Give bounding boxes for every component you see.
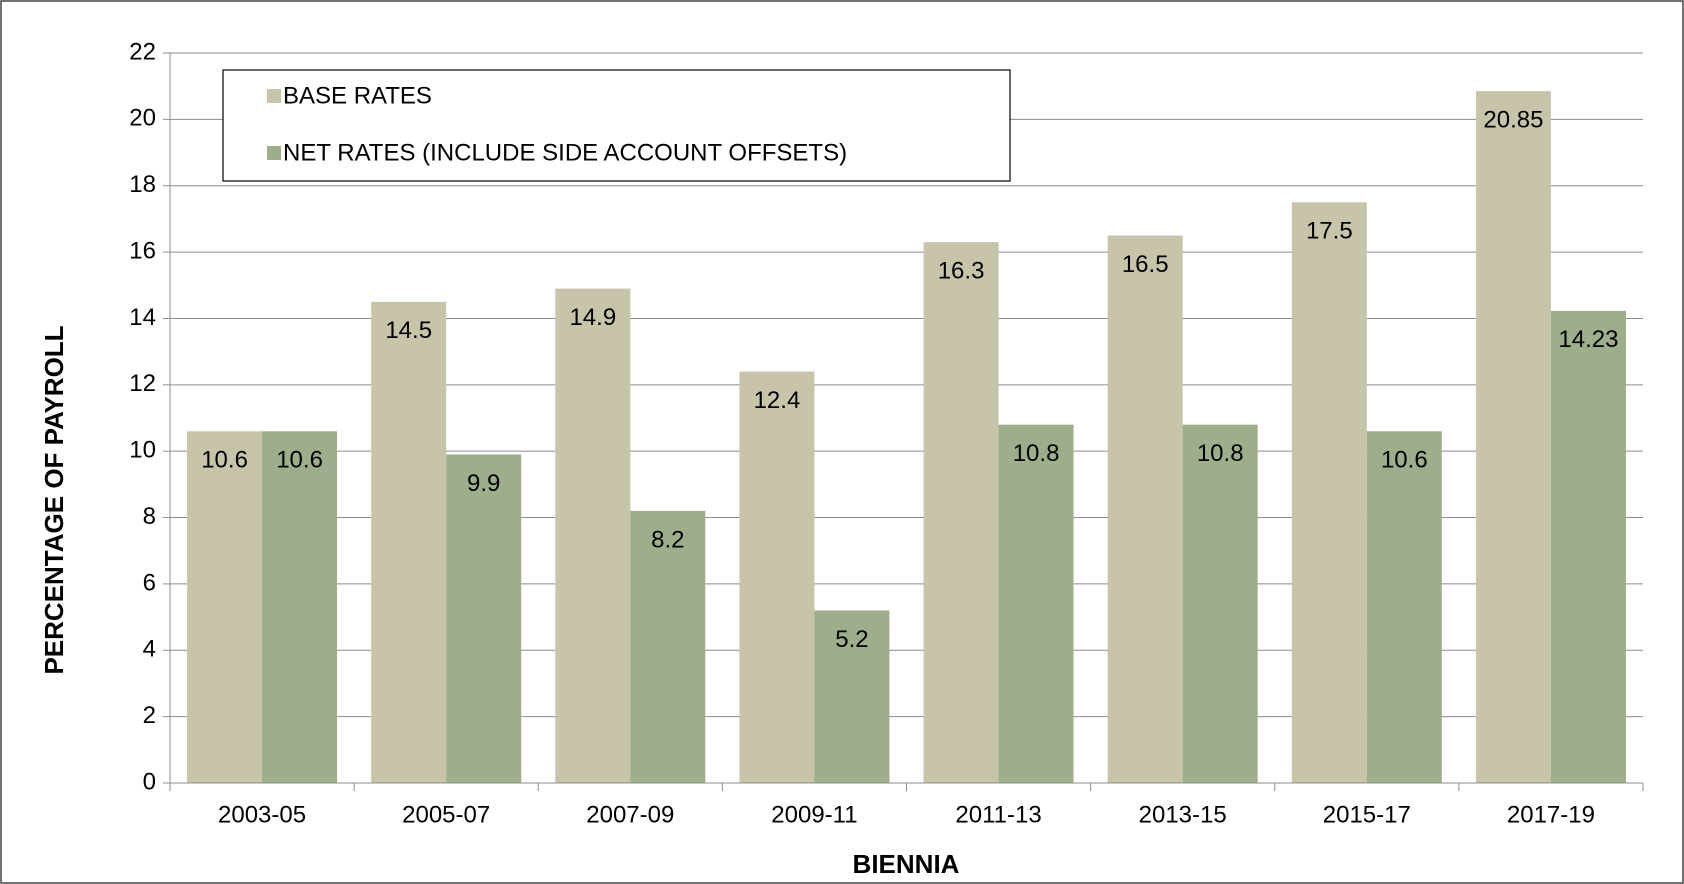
y-tick-label: 2	[143, 702, 156, 729]
x-tick-label: 2003-05	[218, 801, 306, 828]
data-label: 5.2	[835, 626, 868, 653]
y-tick-label: 8	[143, 503, 156, 530]
data-label: 17.5	[1306, 218, 1353, 245]
bar	[446, 454, 522, 783]
y-tick-label: 14	[129, 304, 156, 331]
y-tick-label: 18	[129, 171, 156, 198]
y-tick-label: 16	[129, 237, 156, 264]
legend-label: BASE RATES	[283, 82, 432, 109]
data-label: 10.8	[1197, 440, 1244, 467]
bar	[814, 610, 890, 783]
x-tick-label: 2009-11	[771, 801, 857, 828]
bar	[187, 431, 263, 783]
data-label: 16.3	[938, 257, 985, 284]
bar	[630, 510, 706, 783]
y-tick-label: 0	[143, 768, 156, 795]
legend-swatch	[267, 89, 281, 103]
data-label: 14.9	[569, 304, 616, 331]
y-axis-label: PERCENTAGE OF PAYROLL	[39, 325, 69, 674]
data-label: 12.4	[754, 387, 801, 414]
bar	[371, 301, 447, 783]
x-tick-label: 2013-15	[1139, 801, 1227, 828]
legend-box	[222, 69, 1011, 182]
bar	[923, 242, 999, 784]
legend-swatch	[267, 146, 281, 160]
bar	[1182, 424, 1258, 783]
x-axis-label: BIENNIA	[853, 849, 960, 879]
y-tick-label: 12	[129, 370, 156, 397]
x-tick-label: 2007-09	[586, 801, 674, 828]
y-tick-label: 6	[143, 569, 156, 596]
bar	[1107, 235, 1183, 783]
x-tick-label: 2015-17	[1323, 801, 1411, 828]
data-label: 14.23	[1558, 326, 1618, 353]
bar	[1475, 91, 1551, 784]
bar	[262, 431, 338, 783]
bar	[1366, 431, 1442, 783]
bar	[739, 371, 815, 783]
data-label: 14.5	[385, 317, 432, 344]
data-label: 20.85	[1483, 107, 1543, 134]
x-tick-label: 2005-07	[402, 801, 490, 828]
x-tick-label: 2017-19	[1507, 801, 1595, 828]
data-label: 8.2	[651, 526, 684, 553]
data-label: 10.6	[276, 447, 323, 474]
bar	[1550, 310, 1626, 783]
legend-label: NET RATES (INCLUDE SIDE ACCOUNT OFFSETS)	[283, 139, 847, 166]
x-tick-label: 2011-13	[955, 801, 1041, 828]
y-tick-label: 10	[129, 437, 156, 464]
data-label: 10.6	[201, 447, 248, 474]
bar	[1291, 202, 1367, 783]
y-tick-label: 22	[129, 38, 156, 65]
data-label: 10.6	[1381, 447, 1428, 474]
bar	[555, 288, 631, 783]
data-label: 9.9	[467, 470, 500, 497]
bar	[998, 424, 1074, 783]
y-tick-label: 20	[129, 105, 156, 132]
data-label: 16.5	[1122, 251, 1169, 278]
y-tick-label: 4	[143, 636, 156, 663]
data-label: 10.8	[1013, 440, 1060, 467]
